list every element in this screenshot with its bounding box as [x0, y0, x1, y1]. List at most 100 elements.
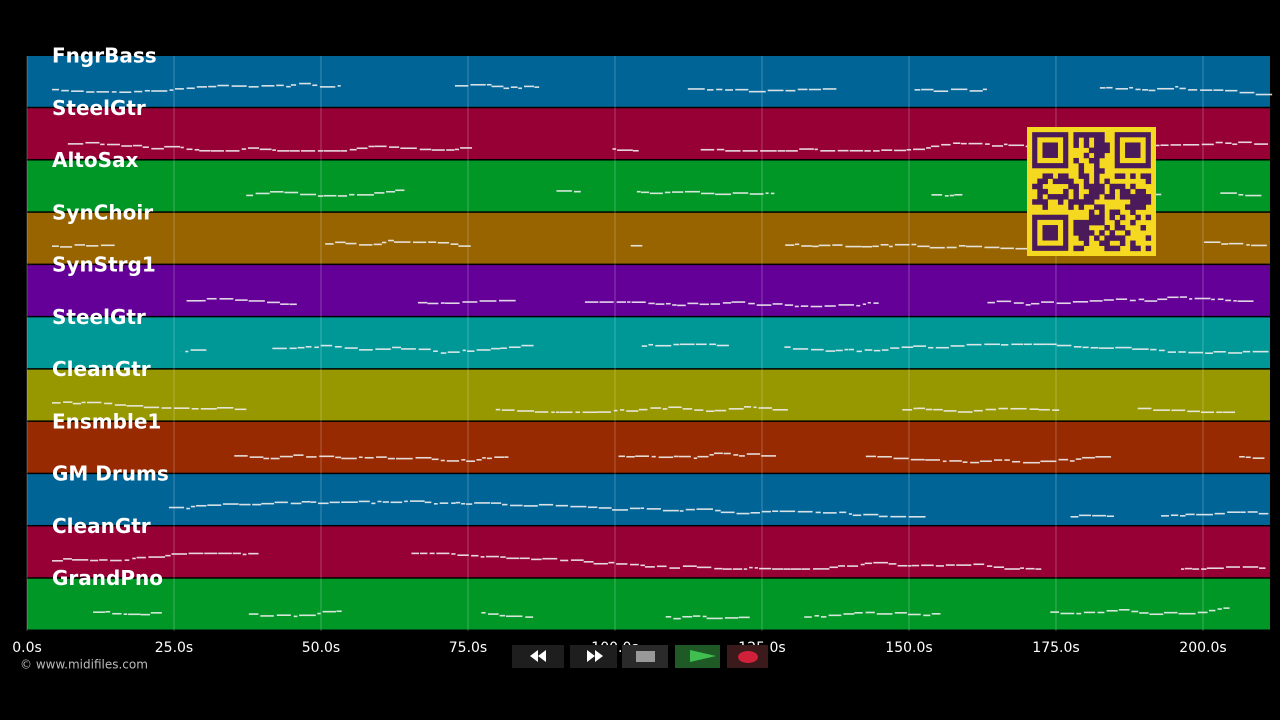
note — [864, 349, 873, 351]
qr-cell — [1119, 194, 1126, 200]
note — [835, 349, 843, 352]
note — [63, 401, 73, 403]
note — [864, 562, 873, 565]
qr-cell — [1047, 194, 1054, 200]
note — [100, 244, 115, 247]
note — [1089, 300, 1103, 302]
qr-cell — [1145, 173, 1152, 179]
qr-cell — [1135, 188, 1141, 195]
note — [1157, 87, 1174, 90]
note — [1030, 302, 1040, 305]
note — [491, 347, 501, 350]
qr-cell — [1119, 225, 1126, 231]
note — [641, 191, 650, 194]
play-icon — [690, 650, 716, 662]
note — [697, 455, 709, 458]
note — [1225, 299, 1232, 302]
note — [702, 615, 707, 618]
note — [814, 148, 818, 151]
note — [1013, 302, 1024, 304]
note — [714, 567, 723, 570]
note — [651, 455, 656, 458]
note — [1247, 511, 1258, 513]
note — [665, 616, 672, 618]
note — [908, 613, 921, 616]
note — [427, 302, 439, 305]
qr-cell — [1094, 147, 1100, 154]
note — [52, 88, 60, 91]
note — [753, 406, 757, 409]
tick-label: 75.0s — [449, 640, 487, 656]
note — [1078, 514, 1091, 517]
note — [359, 349, 373, 351]
note — [1058, 458, 1069, 461]
note — [297, 346, 305, 349]
note — [644, 566, 655, 568]
note — [1010, 407, 1027, 410]
note — [301, 150, 316, 152]
note — [1170, 514, 1179, 517]
note — [196, 86, 207, 88]
note — [1237, 300, 1254, 302]
note — [200, 408, 217, 410]
note — [210, 150, 224, 152]
note — [808, 88, 822, 91]
note — [772, 409, 788, 411]
note — [1214, 512, 1225, 515]
note — [685, 190, 700, 193]
note — [856, 304, 861, 307]
note — [71, 90, 84, 92]
note — [706, 617, 723, 620]
note — [861, 245, 873, 248]
note — [500, 347, 507, 349]
note — [1097, 611, 1105, 614]
qr-cell — [1104, 240, 1110, 246]
note — [736, 512, 750, 515]
note — [944, 195, 949, 197]
note — [52, 402, 61, 404]
note — [252, 503, 262, 506]
note — [329, 501, 340, 504]
note — [1185, 513, 1195, 516]
note — [1189, 298, 1193, 300]
note — [950, 88, 968, 91]
note — [112, 612, 122, 615]
note — [349, 193, 355, 196]
note — [839, 511, 847, 514]
note — [1187, 410, 1201, 413]
track-name: SteelGtr — [52, 96, 146, 120]
note — [1060, 612, 1075, 615]
note — [151, 90, 168, 92]
note — [1226, 566, 1240, 568]
note — [655, 344, 672, 347]
note — [847, 565, 859, 567]
qr-cell — [1140, 194, 1146, 200]
note — [105, 610, 111, 613]
track-band — [27, 317, 1270, 369]
note — [756, 304, 772, 306]
qr-cell — [1140, 188, 1146, 195]
note — [1149, 613, 1164, 616]
note — [728, 408, 744, 410]
qr-cell — [1109, 230, 1116, 236]
note — [1242, 350, 1251, 353]
qr-cell — [1145, 178, 1152, 185]
note — [508, 346, 521, 349]
note — [1196, 513, 1214, 516]
note — [664, 191, 671, 194]
note — [672, 304, 677, 306]
note — [1252, 350, 1269, 353]
note — [754, 567, 758, 569]
note — [1118, 609, 1130, 611]
note — [749, 566, 753, 569]
note — [935, 346, 949, 349]
note — [720, 511, 735, 514]
note — [1157, 298, 1168, 301]
qr-cell — [1083, 137, 1090, 143]
note — [893, 457, 909, 460]
note — [1046, 343, 1057, 346]
note — [1258, 512, 1269, 515]
note — [1222, 411, 1236, 414]
note — [436, 552, 450, 555]
note — [345, 242, 357, 245]
